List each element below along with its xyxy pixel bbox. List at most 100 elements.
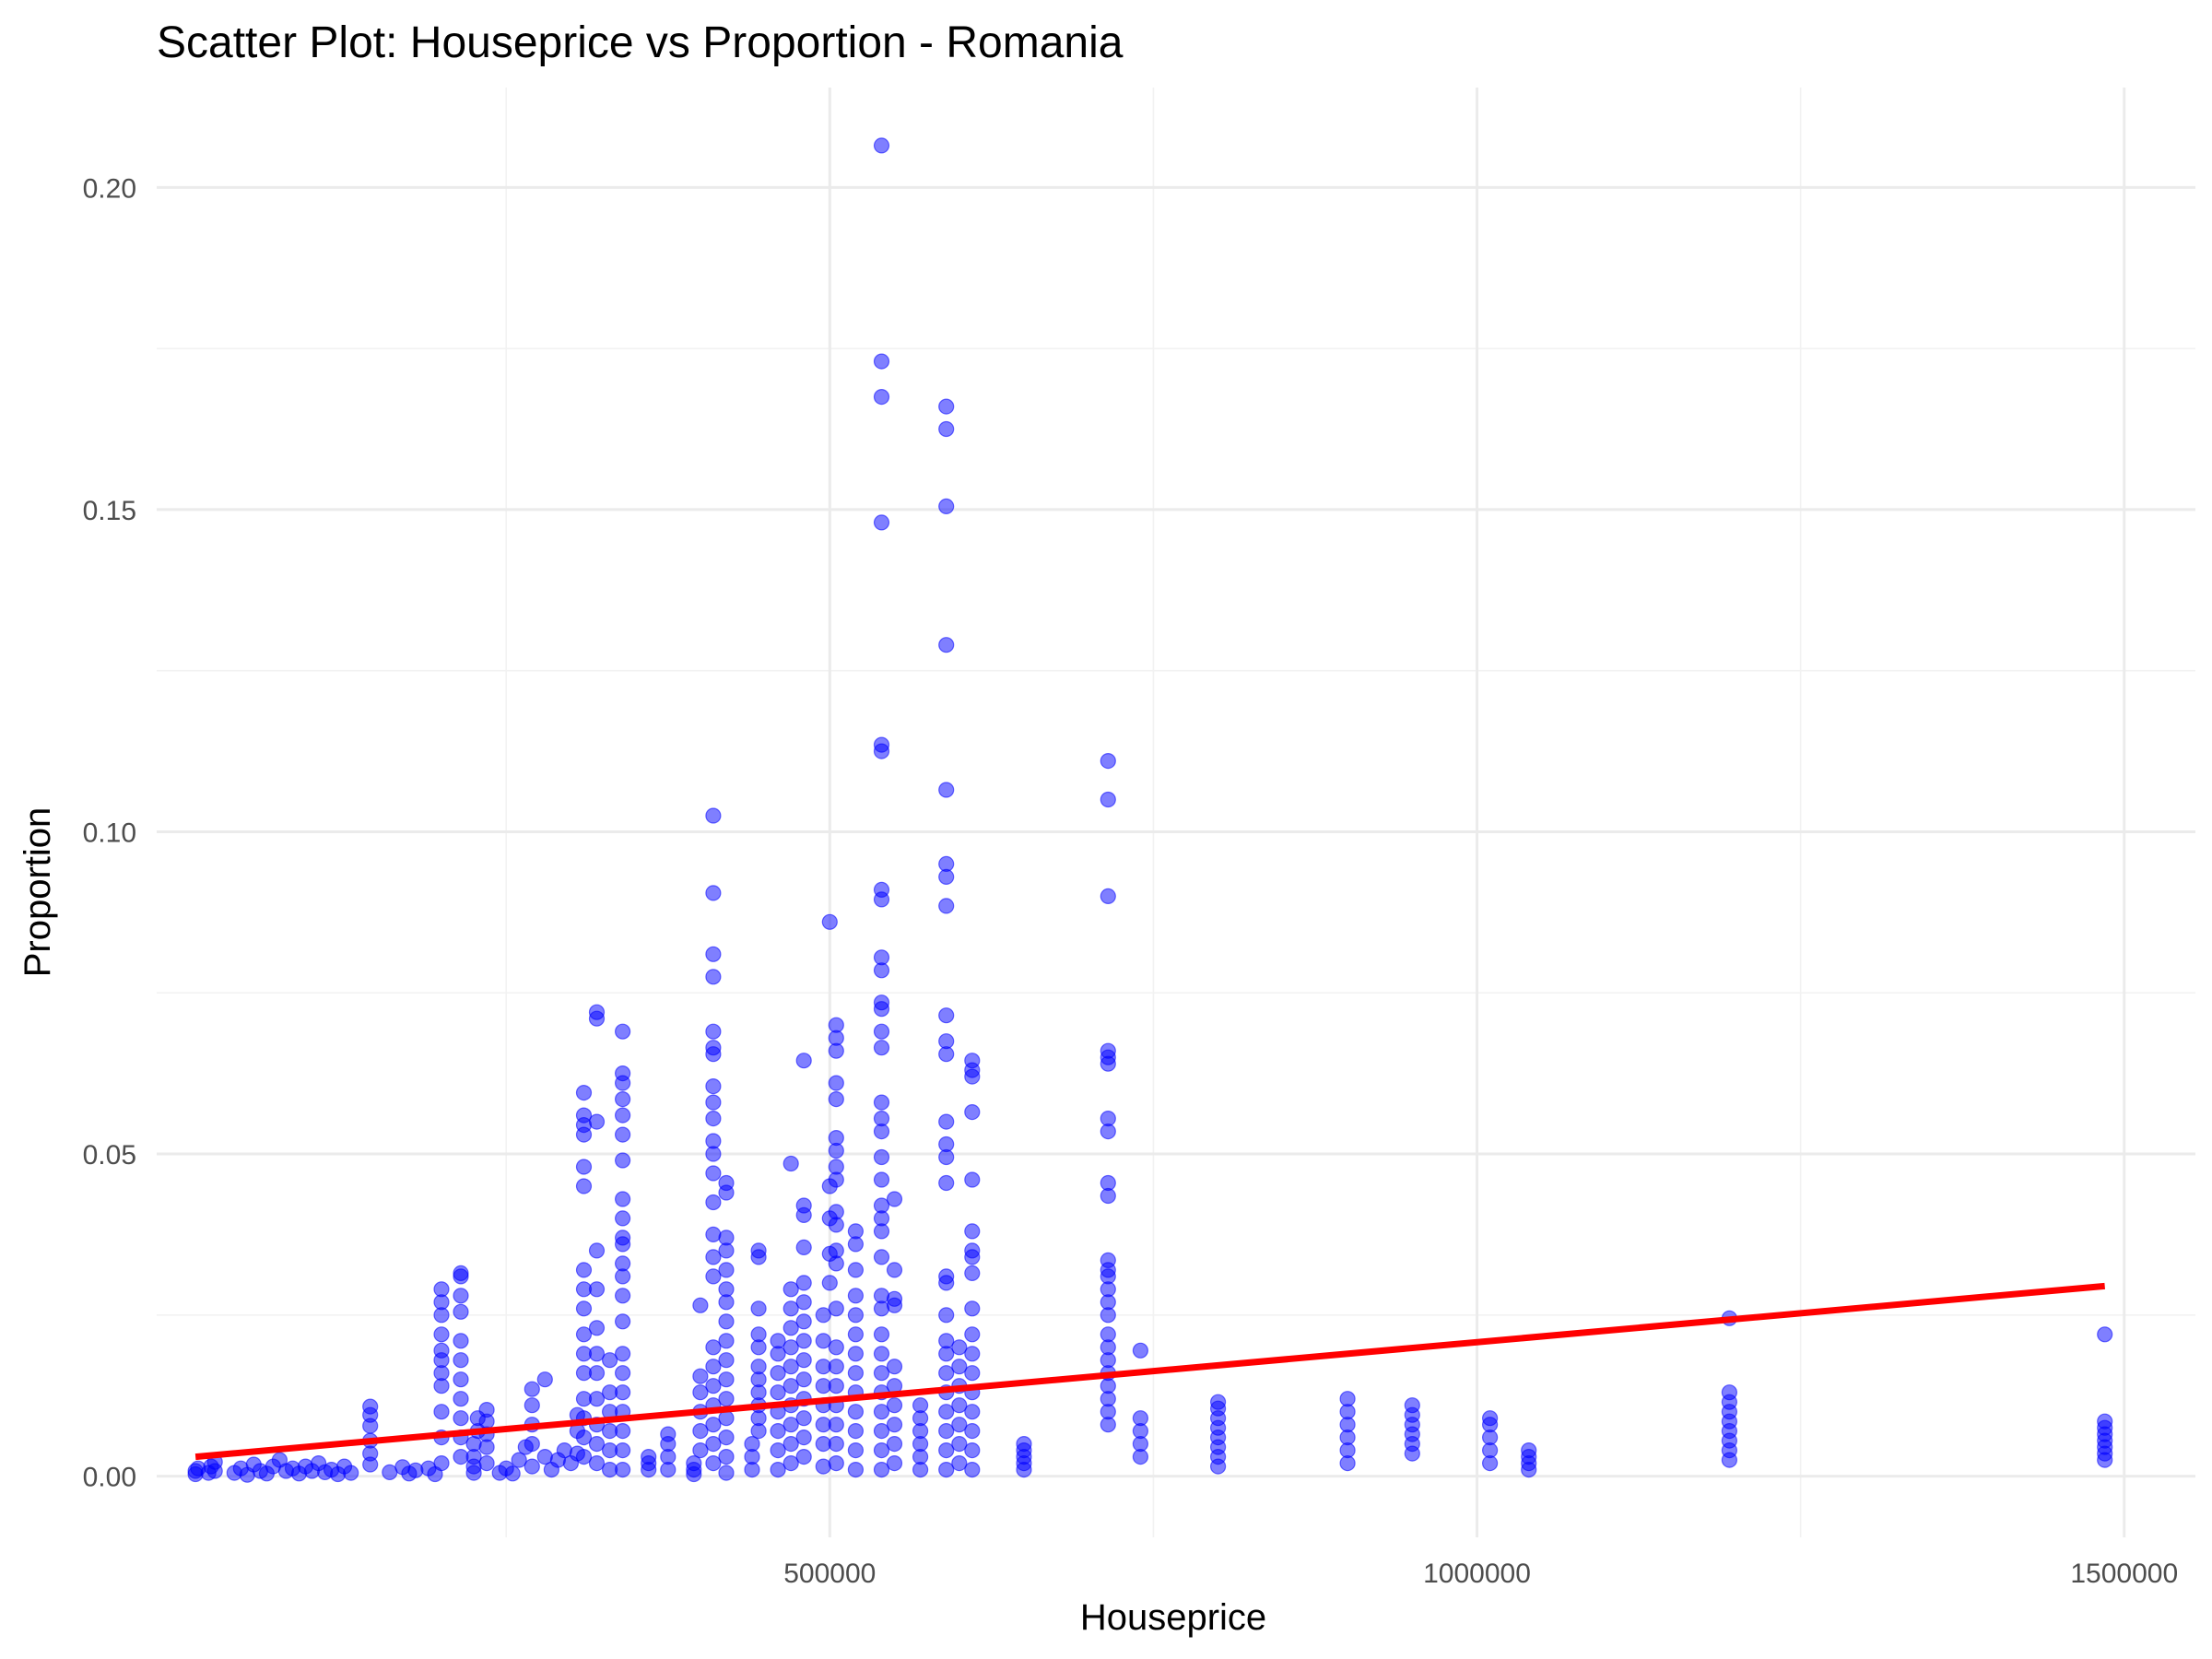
data-point [705, 1094, 722, 1111]
data-point [815, 1333, 831, 1349]
data-point [705, 1268, 722, 1285]
data-point [951, 1417, 968, 1433]
data-point [938, 1461, 955, 1478]
data-point [938, 420, 955, 438]
y-tick-label: 0.20 [83, 173, 136, 204]
data-point [795, 1410, 812, 1427]
data-point [770, 1441, 786, 1459]
data-point [828, 1075, 844, 1091]
data-point [1404, 1397, 1420, 1414]
data-point [964, 1223, 981, 1240]
data-point [795, 1197, 812, 1214]
data-point [1721, 1384, 1738, 1401]
data-point [588, 1320, 606, 1336]
data-point [614, 1126, 631, 1143]
data-point [362, 1398, 379, 1415]
data-point [478, 1401, 495, 1418]
data-point [964, 1461, 981, 1478]
data-point [873, 137, 890, 154]
data-point [964, 1346, 981, 1362]
data-point [601, 1352, 618, 1369]
data-point [433, 1454, 450, 1472]
data-point [886, 1397, 903, 1414]
data-point [951, 1359, 968, 1375]
data-point [873, 389, 890, 406]
data-point [433, 1342, 450, 1359]
data-point [938, 898, 955, 914]
data-point [686, 1454, 702, 1472]
data-point [705, 946, 722, 962]
data-point [828, 1017, 844, 1033]
data-point [614, 1230, 631, 1246]
data-point [641, 1448, 657, 1465]
data-point [847, 1326, 865, 1343]
data-point [453, 1371, 469, 1388]
data-point [575, 1159, 593, 1175]
data-point [873, 1441, 890, 1459]
data-point [828, 1435, 844, 1453]
data-point [938, 1007, 955, 1024]
y-tick-label: 0.15 [83, 496, 136, 526]
data-point [951, 1397, 968, 1414]
data-point [828, 1129, 844, 1147]
data-point [1481, 1410, 1499, 1427]
data-point [938, 1135, 955, 1153]
data-point [912, 1397, 929, 1414]
data-point [847, 1461, 865, 1478]
data-point [614, 1441, 631, 1459]
data-point [705, 1110, 722, 1127]
chart-title: Scatter Plot: Houseprice vs Proportion -… [157, 18, 1124, 67]
x-axis-ticks: 500000 1000000 1500000 [783, 1559, 2178, 1589]
data-point [433, 1281, 450, 1298]
data-point [692, 1422, 709, 1440]
data-point [938, 1333, 955, 1349]
data-point [795, 1429, 812, 1446]
data-point [1100, 1174, 1116, 1192]
data-point [873, 1023, 890, 1040]
data-point [873, 1288, 890, 1304]
data-point [873, 1171, 890, 1188]
y-tick-label: 0.00 [83, 1463, 136, 1493]
data-point [847, 1441, 865, 1459]
data-point [2097, 1326, 2113, 1343]
data-point [1100, 1110, 1116, 1127]
data-point [847, 1404, 865, 1420]
data-point [660, 1426, 677, 1442]
data-point [938, 1365, 955, 1382]
data-point [847, 1422, 865, 1440]
data-point [705, 969, 722, 985]
data-point [588, 1242, 606, 1259]
data-point [614, 1023, 631, 1040]
data-point [795, 1313, 812, 1330]
data-point [795, 1294, 812, 1311]
data-point [614, 1313, 631, 1330]
data-point [951, 1339, 968, 1356]
data-point [873, 1110, 890, 1127]
trend-line-group [194, 1282, 2106, 1461]
data-point [614, 1346, 631, 1362]
data-point [614, 1461, 631, 1478]
data-points [187, 137, 2113, 1483]
data-point [938, 1307, 955, 1324]
data-point [873, 1040, 890, 1056]
data-point [718, 1262, 735, 1278]
y-tick-label: 0.10 [83, 818, 136, 848]
data-point [847, 1262, 865, 1278]
data-point [575, 1107, 593, 1124]
data-point [782, 1320, 799, 1336]
data-point [614, 1384, 631, 1401]
data-point [886, 1290, 903, 1307]
data-point [1521, 1441, 1537, 1459]
data-point [705, 1454, 722, 1472]
data-point [588, 1435, 606, 1453]
data-point [588, 1281, 606, 1298]
data-point [1100, 791, 1116, 808]
data-point [744, 1435, 760, 1453]
data-point [815, 1307, 831, 1324]
y-axis-ticks: 0.00 0.05 0.10 0.15 0.20 [83, 173, 136, 1492]
data-point [718, 1313, 735, 1330]
data-point [504, 1465, 521, 1482]
data-point [2097, 1413, 2113, 1430]
data-point [964, 1326, 981, 1343]
